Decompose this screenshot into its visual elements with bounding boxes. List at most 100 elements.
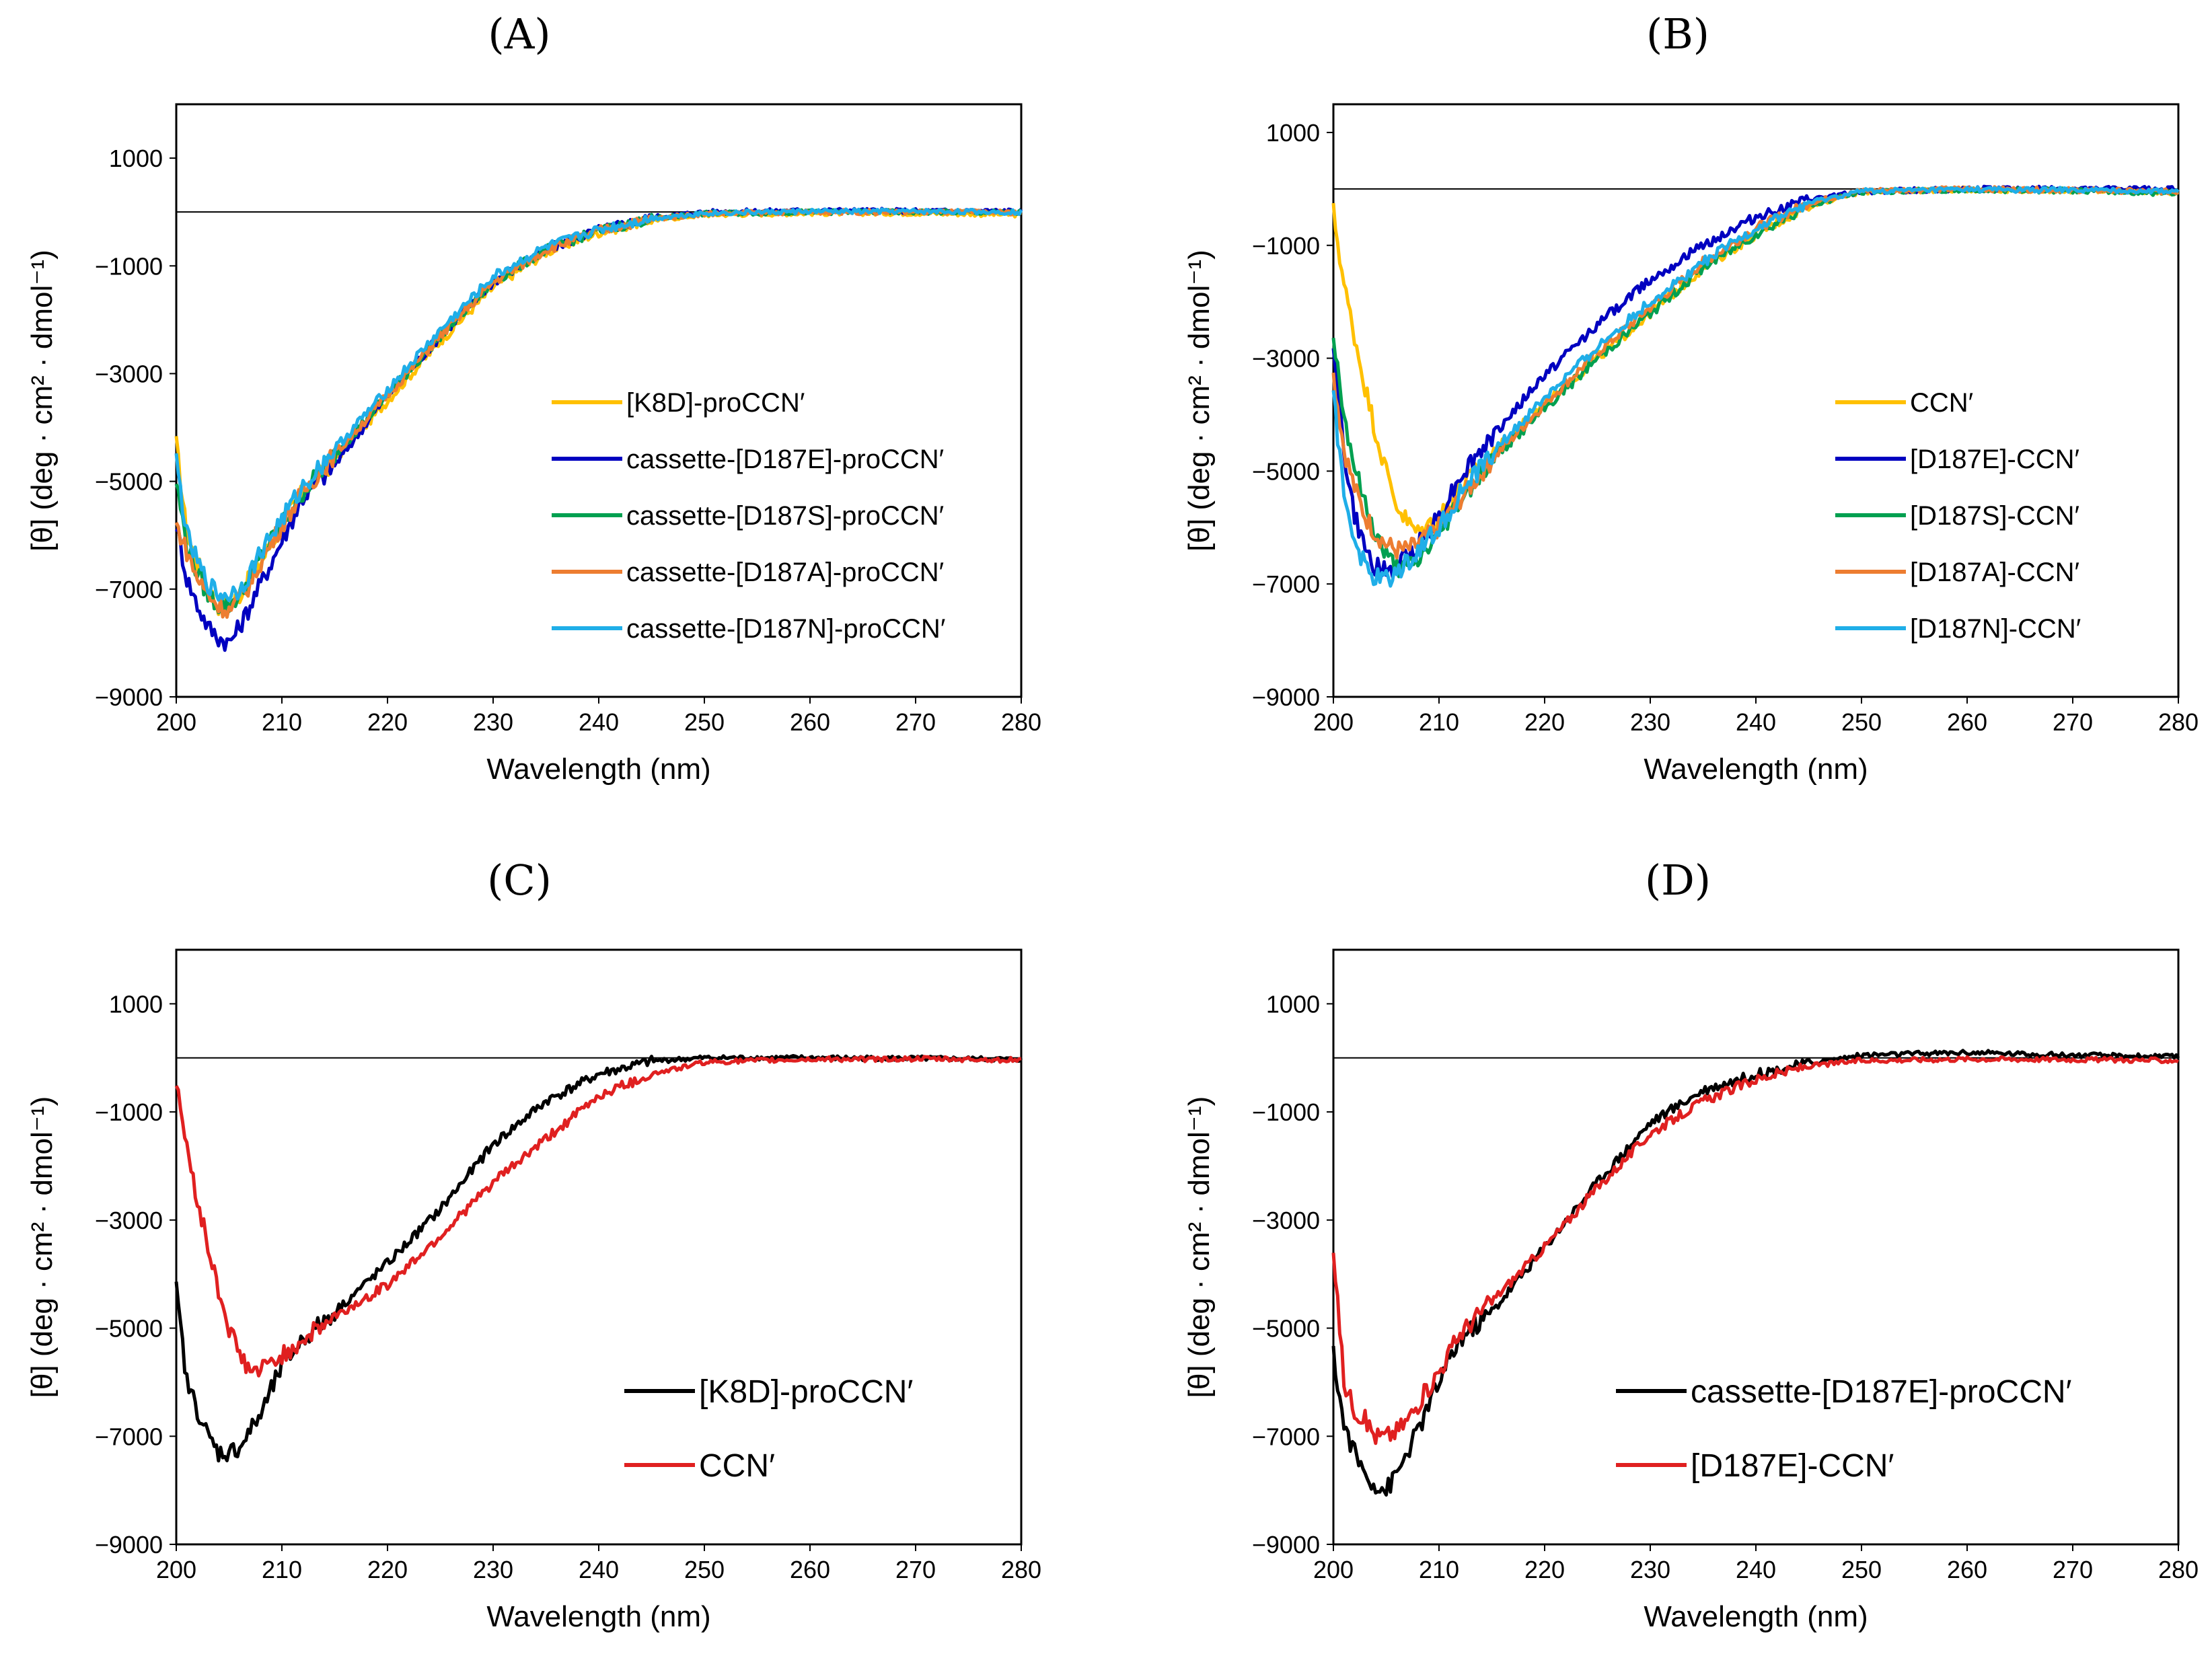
y-tick-label: −5000 [1252, 457, 1320, 485]
legend-label: [D187N]-CCN′ [1910, 614, 2081, 644]
chart-panel-1: (A) 200 210 220 230 240 250 260 270 280 1000 −1000 −… [26, 9, 1041, 786]
x-tick-label: 210 [1419, 708, 1459, 736]
x-tick-label: 210 [262, 1556, 302, 1583]
x-tick-label: 200 [156, 1556, 196, 1583]
legend-label: cassette-[D187A]-proCCN′ [626, 558, 944, 587]
y-tick-label: −5000 [1252, 1315, 1320, 1343]
chart-panel-4: (D) 200 210 220 230 240 250 260 270 280 1000 −1000 −… [1183, 856, 2199, 1633]
x-axis-title: Wavelength (nm) [486, 753, 710, 786]
x-axis-title: Wavelength (nm) [1644, 1600, 1868, 1633]
y-tick-label: 1000 [1266, 119, 1320, 147]
x-tick-label: 280 [1001, 1556, 1041, 1583]
legend-label: cassette-[D187E]-proCCN′ [626, 445, 944, 474]
y-tick-label: −5000 [95, 1315, 163, 1343]
legend-label: CCN′ [699, 1448, 775, 1484]
x-tick-label: 280 [2158, 708, 2199, 736]
x-tick-label: 260 [790, 708, 830, 736]
y-tick-label: −7000 [1252, 570, 1320, 598]
y-tick-label: −3000 [1252, 345, 1320, 373]
x-tick-label: 210 [1419, 1556, 1459, 1583]
series-line [1331, 1049, 2180, 1497]
x-tick-label: 220 [1524, 1556, 1565, 1583]
y-tick-label: −1000 [1252, 232, 1320, 260]
y-tick-label: −1000 [95, 252, 163, 280]
legend-label: [D187E]-CCN′ [1910, 445, 2079, 474]
y-tick-label: −5000 [95, 468, 163, 496]
x-tick-label: 240 [1736, 1556, 1776, 1583]
x-tick-label: 270 [895, 708, 936, 736]
x-tick-label: 270 [2053, 708, 2093, 736]
x-tick-label: 270 [895, 1556, 936, 1583]
x-axis-title: Wavelength (nm) [1644, 753, 1868, 786]
x-tick-label: 210 [262, 708, 302, 736]
y-tick-label: −9000 [1252, 683, 1320, 711]
x-tick-label: 230 [473, 708, 513, 736]
y-tick-label: −1000 [95, 1098, 163, 1126]
panel-label: (A) [488, 9, 550, 59]
legend-label: CCN′ [1910, 388, 1973, 418]
x-tick-label: 250 [1841, 708, 1882, 736]
series-line [174, 209, 1022, 616]
y-tick-label: −9000 [95, 1531, 163, 1558]
legend: [K8D]-proCCN′ CCN′ [624, 1374, 913, 1484]
legend-label: [D187S]-CCN′ [1910, 501, 2079, 531]
panel-label: (D) [1645, 856, 1711, 905]
x-tick-label: 260 [790, 1556, 830, 1583]
y-tick-label: −3000 [1252, 1207, 1320, 1234]
y-axis-title: [θ] (deg · cm² · dmol⁻¹) [1183, 1096, 1216, 1398]
x-tick-label: 230 [1630, 1556, 1670, 1583]
y-tick-label: −7000 [1252, 1423, 1320, 1450]
y-tick-label: −1000 [1252, 1098, 1320, 1126]
x-tick-label: 250 [684, 1556, 725, 1583]
legend: [K8D]-proCCN′ cassette-[D187E]-proCCN′ cas… [552, 388, 945, 644]
x-tick-label: 260 [1947, 1556, 1987, 1583]
chart-panel-2: (B) 200 210 220 230 240 250 260 270 280 1000 −1000 −… [1183, 9, 2199, 786]
x-tick-label: 280 [1001, 708, 1041, 736]
x-tick-label: 200 [156, 708, 196, 736]
x-tick-label: 260 [1947, 708, 1987, 736]
x-tick-label: 240 [579, 1556, 619, 1583]
panel-label: (B) [1646, 9, 1709, 59]
x-axis-title: Wavelength (nm) [486, 1600, 710, 1633]
y-tick-label: −7000 [95, 1423, 163, 1450]
x-tick-label: 220 [1524, 708, 1565, 736]
x-tick-label: 280 [2158, 1556, 2199, 1583]
x-tick-label: 270 [2053, 1556, 2093, 1583]
legend: cassette-[D187E]-proCCN′ [D187E]-CCN′ [1616, 1374, 2072, 1484]
y-tick-label: −7000 [95, 576, 163, 603]
y-tick-label: −9000 [1252, 1531, 1320, 1558]
y-tick-label: −3000 [95, 360, 163, 387]
y-axis-title: [θ] (deg · cm² · dmol⁻¹) [26, 250, 59, 552]
legend-label: cassette-[D187S]-proCCN′ [626, 501, 944, 531]
x-tick-label: 230 [1630, 708, 1670, 736]
legend-label: [D187E]-CCN′ [1691, 1448, 1894, 1484]
y-axis-title: [θ] (deg · cm² · dmol⁻¹) [1183, 250, 1216, 552]
series-line [174, 208, 1022, 615]
legend-label: [K8D]-proCCN′ [699, 1374, 913, 1410]
x-tick-label: 200 [1313, 708, 1354, 736]
series-line [174, 208, 1023, 619]
x-tick-label: 220 [367, 1556, 408, 1583]
legend-label: cassette-[D187E]-proCCN′ [1691, 1374, 2072, 1410]
series-line [1331, 185, 2180, 588]
legend-label: [D187A]-CCN′ [1910, 558, 2079, 587]
x-tick-label: 230 [473, 1556, 513, 1583]
y-tick-label: −9000 [95, 683, 163, 711]
legend: CCN′ [D187E]-CCN′ [D187S]-CCN′ [D187A]-CCN′… [1835, 388, 2081, 644]
x-tick-label: 240 [1736, 708, 1776, 736]
x-tick-label: 200 [1313, 1556, 1354, 1583]
y-tick-label: −3000 [95, 1207, 163, 1234]
x-tick-label: 250 [684, 708, 725, 736]
panel-label: (C) [487, 856, 552, 905]
plot-area-frame [175, 948, 1023, 1546]
y-tick-label: 1000 [109, 990, 163, 1018]
y-tick-label: 1000 [109, 145, 163, 172]
legend-label: cassette-[D187N]-proCCN′ [626, 614, 945, 644]
x-tick-label: 250 [1841, 1556, 1882, 1583]
series-line [1331, 1055, 2180, 1445]
legend-label: [K8D]-proCCN′ [626, 388, 805, 418]
chart-panel-3: (C) 200 210 220 230 240 250 260 270 280 1000 −1000 −… [26, 856, 1041, 1633]
y-tick-label: 1000 [1266, 990, 1320, 1018]
x-tick-label: 220 [367, 708, 408, 736]
